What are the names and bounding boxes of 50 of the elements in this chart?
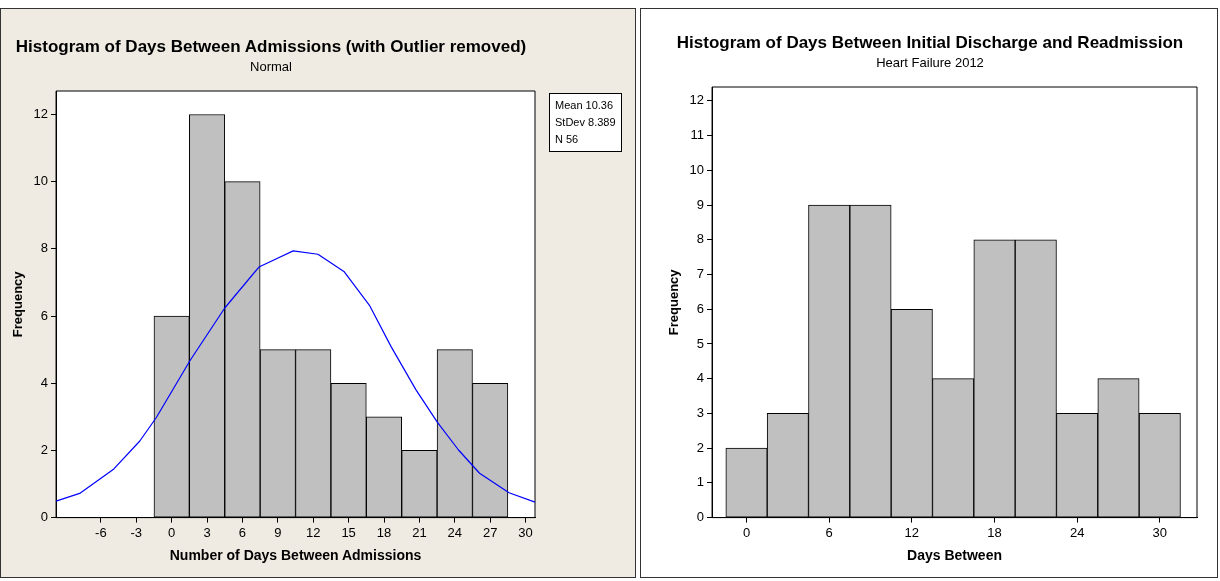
y-tick-label: 0 <box>696 509 705 525</box>
y-tick-label: 1 <box>696 474 705 490</box>
y-tick-label: 11 <box>690 127 705 143</box>
chart-subtitle: Heart Failure 2012 <box>876 54 984 70</box>
x-tick-label: 21 <box>412 524 427 540</box>
x-tick-label: 18 <box>987 524 1002 540</box>
y-tick-label: 4 <box>40 374 49 390</box>
x-tick-label: -3 <box>130 524 143 540</box>
chart-title: Histogram of Days Between Initial Discharge and Readmission <box>676 32 1184 52</box>
x-tick-label: 24 <box>1069 524 1085 540</box>
x-tick-label: -6 <box>95 524 107 540</box>
y-tick-label: 12 <box>689 92 705 108</box>
x-tick-label: 0 <box>168 524 176 540</box>
x-tick-label: 15 <box>341 524 356 540</box>
x-axis-title: Number of Days Between Admissions <box>169 547 422 564</box>
text: Mean 10.36 <box>555 98 615 113</box>
x-tick-label: 30 <box>1152 524 1168 540</box>
y-axis-title: Frequency <box>10 270 26 338</box>
y-tick-label: 7 <box>696 266 705 282</box>
y-tick-label: 4 <box>696 370 705 386</box>
y-tick-label: 10 <box>689 161 705 177</box>
x-tick-label: 6 <box>825 524 833 540</box>
y-tick-label: 5 <box>696 335 705 351</box>
x-tick-label: 12 <box>904 524 920 540</box>
chart-title: Histogram of Days Between Admissions (with Outlier removed) <box>15 36 527 56</box>
x-tick-label: 9 <box>274 524 282 540</box>
x-tick-label: 27 <box>482 524 498 540</box>
x-tick-label: 0 <box>742 524 751 540</box>
y-tick-label: 6 <box>40 307 49 323</box>
y-tick-label: 0 <box>40 509 49 525</box>
y-tick-label: 12 <box>33 106 49 122</box>
x-tick-label: 30 <box>518 524 533 540</box>
y-tick-label: 9 <box>696 196 705 212</box>
y-tick-label: 8 <box>696 231 705 247</box>
x-tick-label: 12 <box>305 524 321 540</box>
y-tick-label: 8 <box>40 240 49 256</box>
y-axis-title: Frequency <box>666 268 682 336</box>
x-axis-title: Days Between <box>907 547 1002 564</box>
x-tick-label: 6 <box>238 524 247 540</box>
y-tick-label: 3 <box>696 405 705 420</box>
y-tick-label: 10 <box>33 173 49 189</box>
x-tick-label: 3 <box>203 524 211 540</box>
text: N 56 <box>555 132 580 147</box>
y-tick-label: 2 <box>40 442 49 457</box>
x-tick-label: 18 <box>376 524 392 540</box>
chart-subtitle: Normal <box>250 58 293 74</box>
y-tick-label: 6 <box>696 300 705 316</box>
x-tick-label: 24 <box>447 524 463 540</box>
text: StDev 8.389 <box>555 115 616 130</box>
y-tick-label: 2 <box>696 439 705 455</box>
